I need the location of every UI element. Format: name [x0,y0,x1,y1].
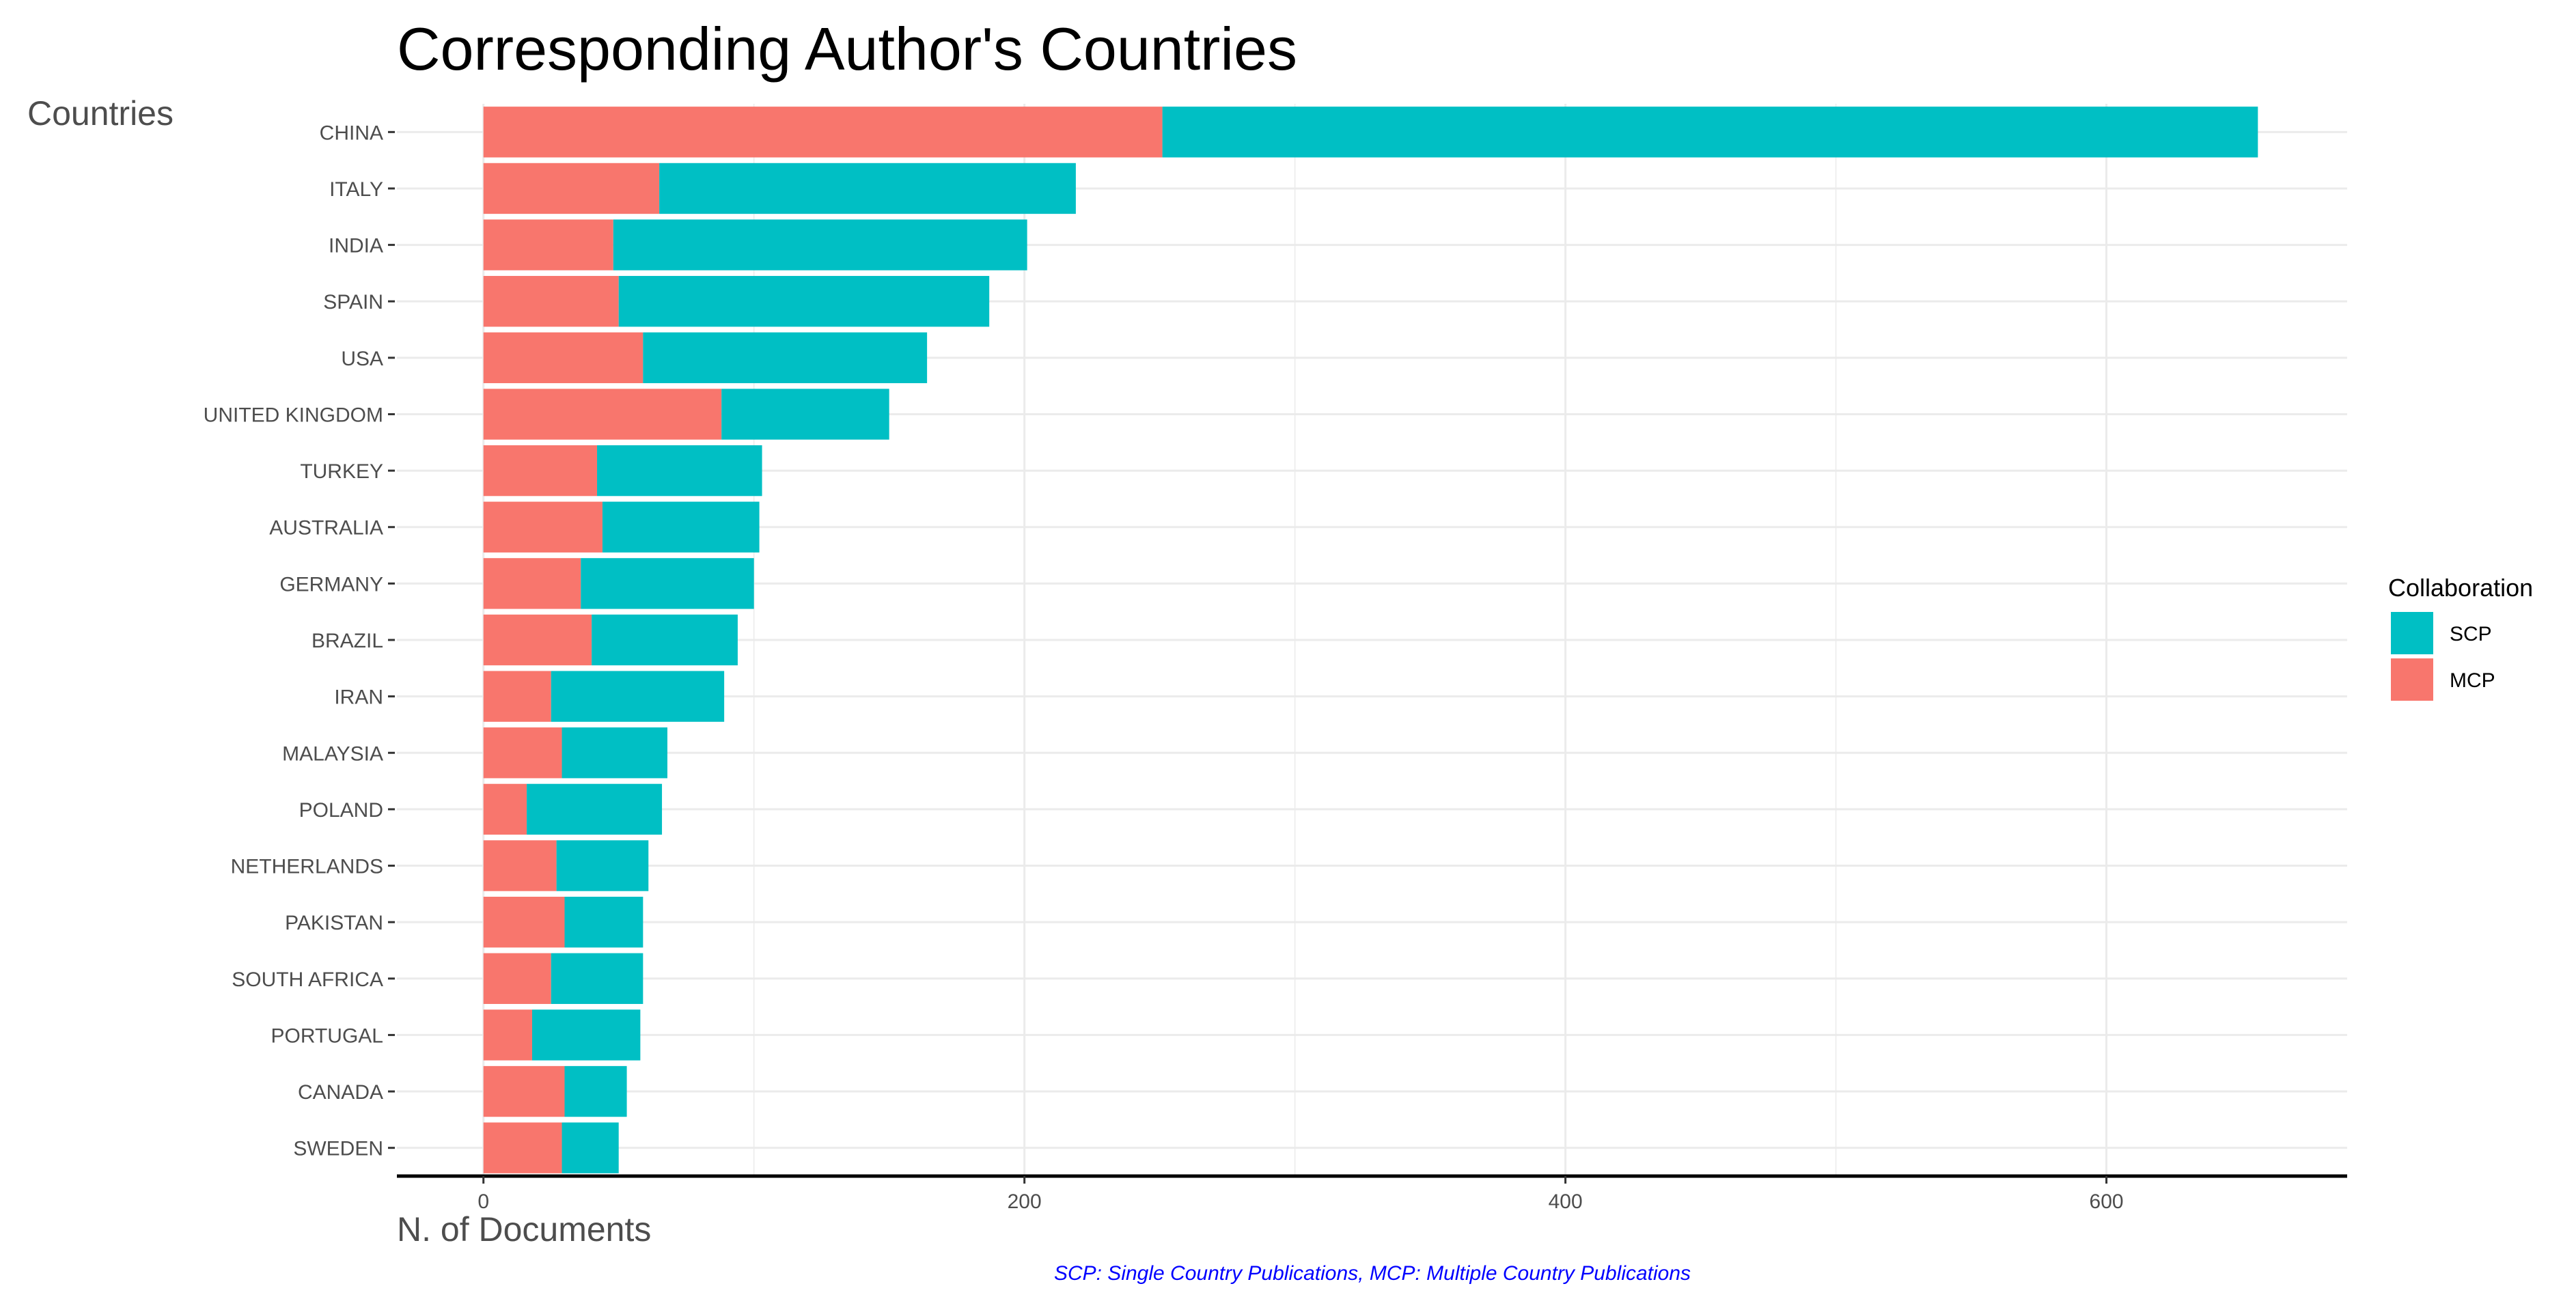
y-tick-label-germany: GERMANY [279,573,383,596]
y-tick-label-iran: IRAN [334,686,383,709]
bar-mcp-italy [483,163,660,214]
legend-key-scp [2391,612,2433,654]
x-tick-label-600: 600 [2090,1190,2124,1213]
x-tick-label-400: 400 [1549,1190,1583,1213]
bar-scp-turkey [597,445,762,497]
y-tick-label-south-africa: SOUTH AFRICA [232,968,383,991]
bar-scp-canada [564,1065,627,1117]
bar-scp-india [613,219,1027,270]
legend: SCP MCP [2391,612,2495,701]
bar-scp-pakistan [564,896,643,948]
legend-label-scp: SCP [2450,623,2492,645]
bar-mcp-australia [483,501,603,553]
bar-mcp-pakistan [483,896,565,948]
bar-mcp-brazil [483,614,592,666]
legend-key-mcp [2391,658,2433,701]
bar-scp-china [1162,107,2258,158]
bar-mcp-turkey [483,445,598,497]
bar-mcp-netherlands [483,840,557,891]
bar-scp-usa [643,332,928,384]
y-tick-label-brazil: BRAZIL [311,630,383,652]
bar-scp-iran [551,671,725,722]
y-tick-label-india: INDIA [329,235,383,257]
bar-scp-brazil [592,614,738,666]
bar-mcp-india [483,219,613,270]
axes-layer: CHINA ITALY INDIA SPAIN USA UNITED KINGDOM TUR… [204,122,2347,1213]
bar-mcp-south-africa [483,953,551,1004]
bar-mcp-usa [483,332,643,384]
y-tick-label-malaysia: MALAYSIA [282,742,383,765]
bar-mcp-united-kingdom [483,389,722,440]
bar-mcp-china [483,107,1163,158]
bar-scp-netherlands [556,840,649,891]
caption: SCP: Single Country Publications, MCP: M… [1054,1262,1691,1285]
y-tick-label-netherlands: NETHERLANDS [231,856,383,878]
y-tick-label-spain: SPAIN [323,291,383,313]
bar-mcp-malaysia [483,727,562,779]
bar-scp-germany [581,558,754,609]
y-tick-label-turkey: TURKEY [300,460,383,483]
legend-title: Collaboration [2388,574,2533,602]
y-tick-label-italy: ITALY [329,178,383,201]
bars-layer [483,107,2258,1173]
chart-title: Corresponding Author's Countries [397,15,1297,83]
bar-mcp-canada [483,1065,565,1117]
bar-scp-spain [618,276,990,327]
y-tick-label-canada: CANADA [298,1081,383,1104]
y-tick-label-australia: AUSTRALIA [269,517,383,540]
y-tick-label-china: CHINA [320,122,383,144]
x-axis-title: N. of Documents [397,1210,651,1248]
y-tick-label-sweden: SWEDEN [293,1138,383,1160]
x-tick-label-0: 0 [477,1190,489,1213]
bar-mcp-spain [483,276,619,327]
bar-mcp-sweden [483,1122,562,1173]
y-tick-label-poland: POLAND [299,799,383,822]
text-layer: Corresponding Author's Countries Countri… [27,15,2533,1285]
y-tick-label-pakistan: PAKISTAN [285,912,383,934]
bar-scp-portugal [531,1009,641,1061]
legend-label-mcp: MCP [2450,669,2495,692]
y-axis-title: Countries [27,94,174,132]
bar-mcp-portugal [483,1009,532,1061]
bar-mcp-germany [483,558,581,609]
y-tick-label-portugal: PORTUGAL [271,1024,384,1047]
bar-mcp-poland [483,783,527,835]
bar-scp-australia [602,501,760,553]
y-tick-label-united-kingdom: UNITED KINGDOM [204,404,383,426]
bar-scp-united-kingdom [721,389,889,440]
bar-scp-poland [527,783,663,835]
bar-scp-malaysia [562,727,667,779]
bar-scp-italy [659,163,1076,214]
bar-scp-sweden [562,1122,619,1173]
bar-mcp-iran [483,671,551,722]
y-tick-label-usa: USA [341,348,383,370]
x-tick-label-200: 200 [1008,1190,1042,1213]
bar-scp-south-africa [551,953,643,1004]
